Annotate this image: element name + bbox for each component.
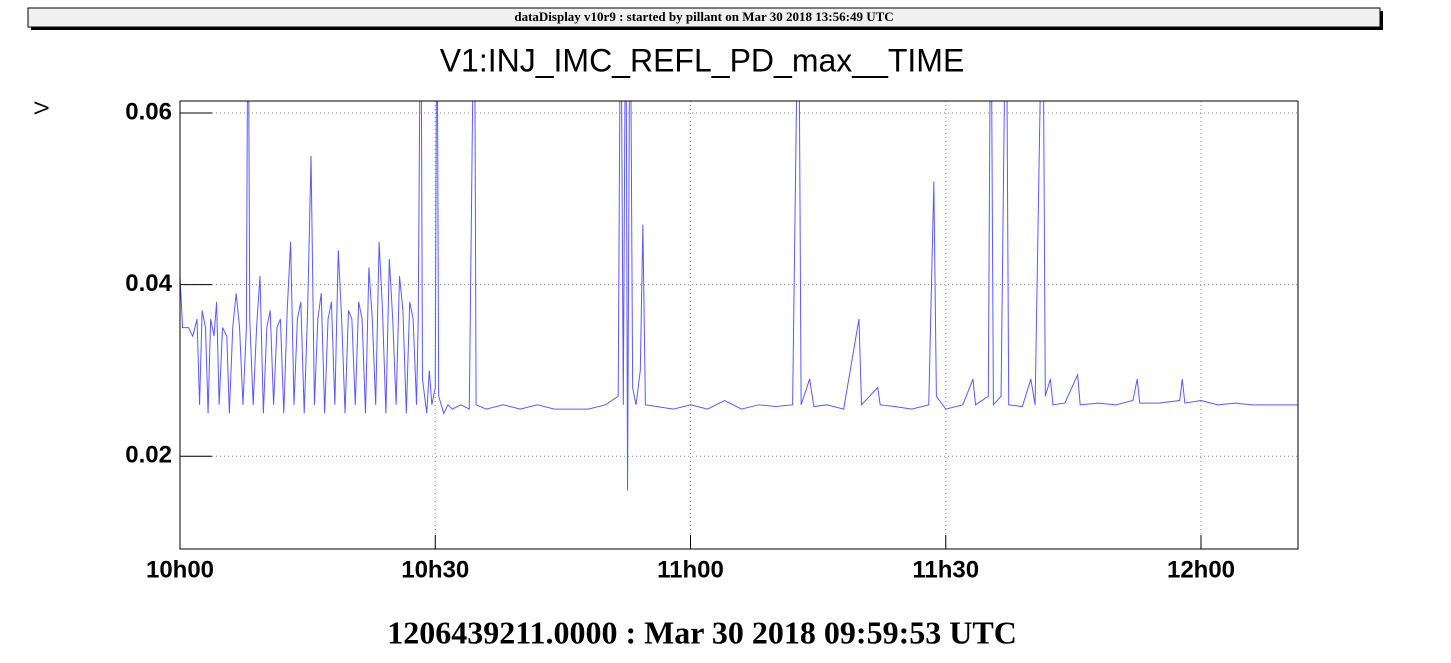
footer-text: 1206439211.0000 : Mar 30 2018 09:59:53 U…	[387, 614, 1017, 650]
x-tick-label: 11h30	[912, 556, 979, 583]
plot-frame	[179, 100, 1299, 550]
x-tick-label: 12h00	[1167, 556, 1235, 583]
x-tick-label: 10h30	[401, 556, 469, 583]
x-tick-label: 11h00	[657, 556, 724, 583]
y-axis-label: V	[31, 101, 53, 115]
y-tick-label: 0.06	[125, 98, 172, 125]
plot-area	[180, 101, 1298, 491]
header-text: dataDisplay v10r9 : started by pillant o…	[514, 9, 893, 24]
x-tick-label: 10h00	[146, 556, 214, 583]
y-tick-label: 0.04	[125, 270, 172, 297]
header-box	[27, 7, 1381, 28]
data-line	[180, 101, 1298, 491]
y-tick-label: 0.02	[125, 442, 172, 469]
chart-title: V1:INJ_IMC_REFL_PD_max__TIME	[440, 42, 965, 78]
